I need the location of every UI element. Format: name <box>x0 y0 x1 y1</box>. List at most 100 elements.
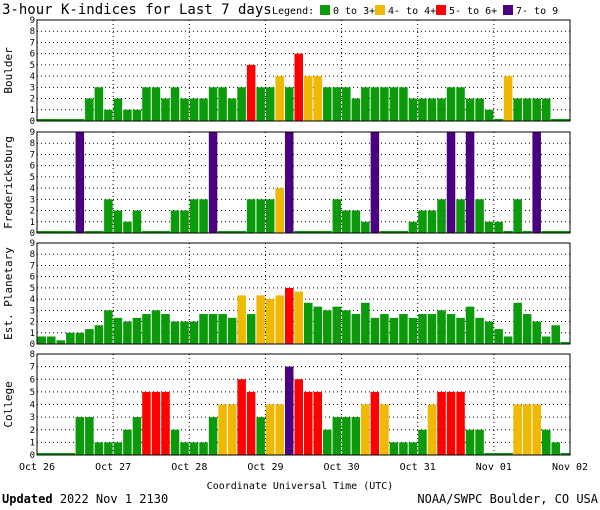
legend-swatch <box>436 5 446 15</box>
kindex-bar <box>256 199 265 233</box>
kindex-bar <box>475 317 484 344</box>
kindex-bar <box>522 231 532 233</box>
updated-label: Updated <box>2 492 53 506</box>
kindex-bar <box>427 98 437 121</box>
kindex-bar <box>85 329 94 344</box>
kindex-bar <box>227 317 237 344</box>
kindex-bar <box>170 321 180 344</box>
kindex-bar <box>294 53 303 121</box>
kindex-bar <box>94 325 104 344</box>
kindex-bar <box>399 442 408 455</box>
kindex-bar <box>218 314 227 344</box>
x-tick-label: Oct 31 <box>400 462 436 473</box>
kindex-bar <box>104 442 113 455</box>
legend-swatch <box>503 5 513 15</box>
kindex-bar <box>142 87 151 121</box>
kindex-bar <box>160 231 171 233</box>
kindex-bar <box>323 87 332 121</box>
kindex-bar <box>284 287 294 344</box>
kindex-bar <box>503 76 513 121</box>
kindex-bar <box>475 429 484 455</box>
kindex-bar <box>265 299 275 344</box>
kindex-bar <box>265 404 275 455</box>
x-tick-label: Oct 30 <box>324 462 360 473</box>
kindex-bar <box>293 231 304 233</box>
kindex-bar <box>113 442 123 455</box>
y-tick-label: 5 <box>30 388 35 398</box>
kindex-bar <box>408 98 418 121</box>
kindex-bar <box>265 87 275 121</box>
legend-entry: 0 to 3+ <box>333 6 375 17</box>
y-tick-label: 8 <box>30 350 35 360</box>
footer-source: NOAA/SWPC Boulder, CO USA <box>417 492 598 506</box>
kindex-bar <box>227 231 237 233</box>
kindex-bar <box>56 119 66 121</box>
kindex-bar <box>104 199 113 233</box>
kindex-bar <box>256 295 265 344</box>
kindex-bar <box>199 199 208 233</box>
x-tick-label: Oct 27 <box>95 462 131 473</box>
kindex-bar <box>189 321 199 344</box>
kindex-bar <box>132 417 142 455</box>
kindex-bar <box>550 231 561 233</box>
y-tick-label: 2 <box>30 426 35 436</box>
kindex-bar <box>123 221 132 233</box>
kindex-bar <box>218 404 227 455</box>
kindex-bar <box>465 429 475 455</box>
kindex-bar <box>361 302 370 344</box>
kindex-bar <box>551 325 560 344</box>
kindex-bar <box>475 98 484 121</box>
panel-frame <box>36 353 571 456</box>
kindex-bar <box>85 417 94 455</box>
kindex-bar <box>208 132 218 233</box>
kindex-bar <box>236 231 247 233</box>
kindex-bar <box>446 314 456 344</box>
kindex-bar <box>65 231 76 233</box>
kindex-bar <box>303 231 314 233</box>
kindex-bar <box>513 404 522 455</box>
kindex-bar <box>142 314 151 344</box>
kindex-bar <box>427 210 437 233</box>
kindex-bar <box>208 417 218 455</box>
kindex-bar <box>513 302 522 344</box>
footer-updated: Updated 2022 Nov 1 2130 <box>2 492 168 506</box>
y-tick-label: 2 <box>30 95 35 105</box>
kindex-bar <box>113 317 123 344</box>
kindex-bar <box>503 336 513 344</box>
y-tick-label: 8 <box>30 250 35 260</box>
kindex-bar <box>342 310 351 344</box>
kindex-bar <box>284 132 294 233</box>
kindex-bar <box>56 231 66 233</box>
x-tick-label: Oct 28 <box>171 462 207 473</box>
kindex-bar <box>94 231 104 233</box>
kindex-bar <box>493 453 504 455</box>
kindex-bar <box>227 98 237 121</box>
kindex-bar <box>199 98 208 121</box>
kindex-bar <box>332 417 342 455</box>
kindex-bar <box>361 87 370 121</box>
kindex-bar <box>85 98 94 121</box>
kindex-bar <box>256 87 265 121</box>
kindex-bar <box>465 132 475 233</box>
kindex-bar <box>332 306 342 344</box>
kindex-bar <box>323 310 332 344</box>
kindex-bar <box>189 199 199 233</box>
kindex-bar <box>37 231 47 233</box>
kindex-bar <box>380 404 389 455</box>
legend-label: Legend: <box>272 6 314 17</box>
kindex-bar <box>503 231 513 233</box>
kindex-bar <box>389 231 399 233</box>
kindex-bar <box>446 87 456 121</box>
y-tick-label: 2 <box>30 207 35 217</box>
kindex-bar <box>46 231 57 233</box>
kindex-bar <box>208 87 218 121</box>
kindex-bar <box>437 98 446 121</box>
kindex-bar <box>513 199 522 233</box>
kindex-bar <box>180 442 189 455</box>
y-tick-label: 6 <box>30 273 35 283</box>
kindex-bar <box>560 342 570 344</box>
kindex-bar <box>418 314 427 344</box>
y-tick-label: 8 <box>30 139 35 149</box>
y-tick-label: 7 <box>30 38 35 48</box>
